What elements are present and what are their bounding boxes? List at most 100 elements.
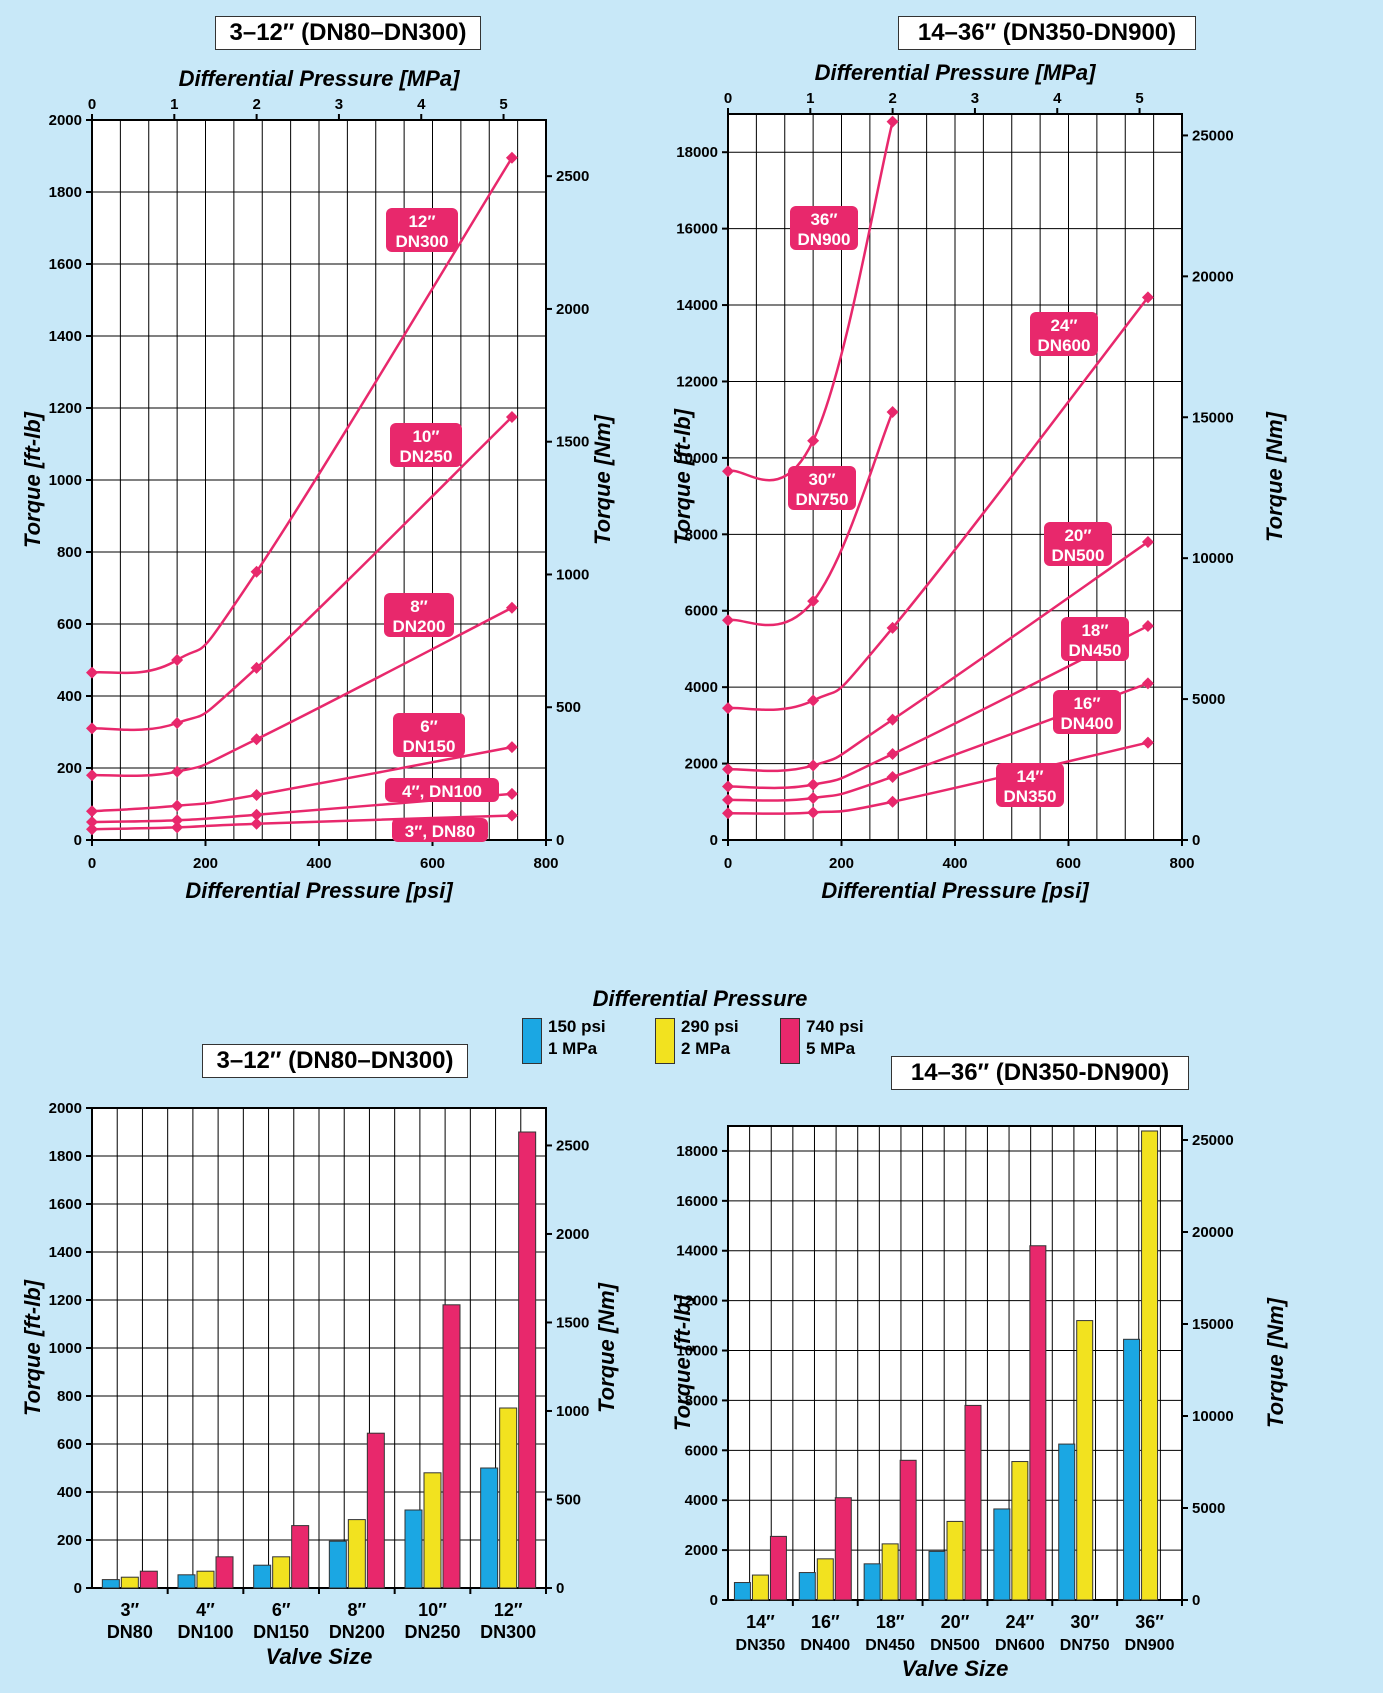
bar bbox=[946, 1520, 964, 1601]
series-label-text: DN400 bbox=[1061, 714, 1114, 733]
x2-tick-label: 5 bbox=[499, 96, 507, 113]
y-tick-label: 1600 bbox=[49, 256, 82, 273]
bar bbox=[120, 1576, 139, 1589]
y2-tick-label: 20000 bbox=[1192, 1224, 1234, 1241]
series-label-text: DN300 bbox=[396, 232, 449, 251]
y2-tick-label: 2000 bbox=[556, 1226, 589, 1243]
y2-tick-label: 15000 bbox=[1192, 409, 1234, 426]
data-point bbox=[1141, 736, 1154, 749]
data-point bbox=[250, 661, 263, 674]
data-point bbox=[505, 151, 518, 164]
series-label-box bbox=[1030, 312, 1098, 356]
category-sublabel: DN300 bbox=[480, 1622, 536, 1642]
series-label: 36″DN900 bbox=[790, 206, 858, 250]
y2-tick-label: 500 bbox=[556, 1491, 581, 1508]
legend-label: 150 psi bbox=[548, 1017, 606, 1036]
bar bbox=[328, 1540, 347, 1589]
legend-title: Differential Pressure bbox=[592, 986, 808, 1011]
y-tick-label: 8000 bbox=[685, 1392, 718, 1409]
series-label-text: 10″ bbox=[412, 427, 439, 446]
data-point bbox=[171, 814, 184, 827]
bar-chart-small-valves: 3–12″ (DN80–DN300) 0 200 400 600 800 1000 1200… bbox=[0, 1040, 690, 1693]
x2-tick-label: 2 bbox=[252, 96, 260, 113]
category-sublabel: DN750 bbox=[1060, 1637, 1110, 1654]
x-axis-title: Valve Size bbox=[266, 1644, 373, 1669]
data-point bbox=[722, 465, 734, 478]
category-sublabel: DN350 bbox=[736, 1637, 786, 1654]
y-tick-label: 1200 bbox=[49, 1292, 82, 1309]
series-label-text: DN150 bbox=[403, 737, 456, 756]
legend-swatch bbox=[522, 1018, 542, 1064]
series-label-box bbox=[386, 208, 458, 252]
series-label-text: DN600 bbox=[1038, 336, 1091, 355]
legend: Differential Pressure 150 psi 1 MPa 290 p… bbox=[520, 986, 880, 1066]
series-label-box bbox=[1053, 690, 1121, 734]
y-tick-label: 200 bbox=[57, 760, 82, 777]
x-tick-label: 200 bbox=[829, 855, 854, 872]
bar bbox=[139, 1570, 158, 1589]
category-sublabel: DN600 bbox=[995, 1637, 1045, 1654]
y2-tick-label: 2000 bbox=[556, 301, 589, 318]
x-tick-label: 0 bbox=[88, 855, 96, 872]
series-label: 30″DN750 bbox=[788, 466, 856, 510]
y-tick-label: 18000 bbox=[676, 1143, 718, 1160]
data-point bbox=[171, 765, 184, 778]
category-sublabel: DN450 bbox=[865, 1637, 915, 1654]
x2-axis-title: Differential Pressure [MPa] bbox=[179, 66, 460, 91]
category-label: 18″ bbox=[876, 1612, 905, 1632]
series-label-text: 24″ bbox=[1050, 316, 1077, 335]
data-point bbox=[1141, 677, 1154, 690]
data-point bbox=[86, 722, 98, 735]
bar bbox=[798, 1572, 816, 1601]
x2-tick-label: 5 bbox=[1135, 90, 1143, 107]
y-tick-label: 2000 bbox=[49, 112, 82, 129]
data-point bbox=[722, 780, 734, 793]
y-tick-label: 10000 bbox=[676, 450, 718, 467]
series-label-box bbox=[385, 778, 499, 802]
y-tick-label: 0 bbox=[710, 1592, 718, 1609]
y-tick-label: 6000 bbox=[685, 603, 718, 620]
series-label-box bbox=[1044, 522, 1112, 566]
y-tick-label: 8000 bbox=[685, 526, 718, 543]
category-sublabel: DN150 bbox=[253, 1622, 309, 1642]
data-point bbox=[886, 770, 899, 783]
y2-tick-label: 25000 bbox=[1192, 1132, 1234, 1149]
series-line bbox=[727, 296, 1149, 712]
x-tick-label: 800 bbox=[1169, 855, 1194, 872]
bar bbox=[499, 1407, 518, 1589]
y2-tick-label: 1500 bbox=[556, 1314, 589, 1331]
bar bbox=[928, 1550, 946, 1601]
y-tick-label: 16000 bbox=[676, 221, 718, 238]
x2-tick-label: 3 bbox=[335, 96, 343, 113]
y-tick-label: 14000 bbox=[676, 297, 718, 314]
data-point bbox=[807, 778, 820, 791]
data-point bbox=[886, 795, 899, 808]
legend-sublabel: 1 MPa bbox=[548, 1039, 598, 1058]
y2-tick-label: 25000 bbox=[1192, 127, 1234, 144]
category-sublabel: DN100 bbox=[177, 1622, 233, 1642]
series-label: 3″, DN80 bbox=[392, 818, 488, 842]
chart-title: 14–36″ (DN350-DN900) bbox=[898, 16, 1196, 50]
category-sublabel: DN250 bbox=[404, 1622, 460, 1642]
y-tick-label: 12000 bbox=[676, 373, 718, 390]
bar bbox=[442, 1304, 461, 1589]
series-label-text: 36″ bbox=[810, 210, 837, 229]
category-sublabel: DN500 bbox=[930, 1637, 980, 1654]
x-axis-title: Differential Pressure [psi] bbox=[821, 878, 1089, 903]
series-label-box bbox=[384, 593, 454, 637]
category-label: 6″ bbox=[272, 1600, 291, 1620]
line-chart-svg: 0200040006000800010000120001400016000180… bbox=[670, 60, 1287, 903]
chart-title: 3–12″ (DN80–DN300) bbox=[215, 16, 481, 50]
series-label-text: 14″ bbox=[1016, 767, 1043, 786]
y-tick-label: 1400 bbox=[49, 328, 82, 345]
y2-tick-label: 2500 bbox=[556, 168, 589, 185]
category-sublabel: DN400 bbox=[800, 1637, 850, 1654]
series-label-box bbox=[1061, 617, 1129, 661]
x2-tick-label: 2 bbox=[888, 90, 896, 107]
x-axis-title: Valve Size bbox=[902, 1656, 1009, 1681]
bar bbox=[196, 1570, 215, 1589]
legend-label: 740 psi bbox=[806, 1017, 864, 1036]
series-label-text: 12″ bbox=[408, 212, 435, 231]
x2-tick-label: 0 bbox=[88, 96, 96, 113]
